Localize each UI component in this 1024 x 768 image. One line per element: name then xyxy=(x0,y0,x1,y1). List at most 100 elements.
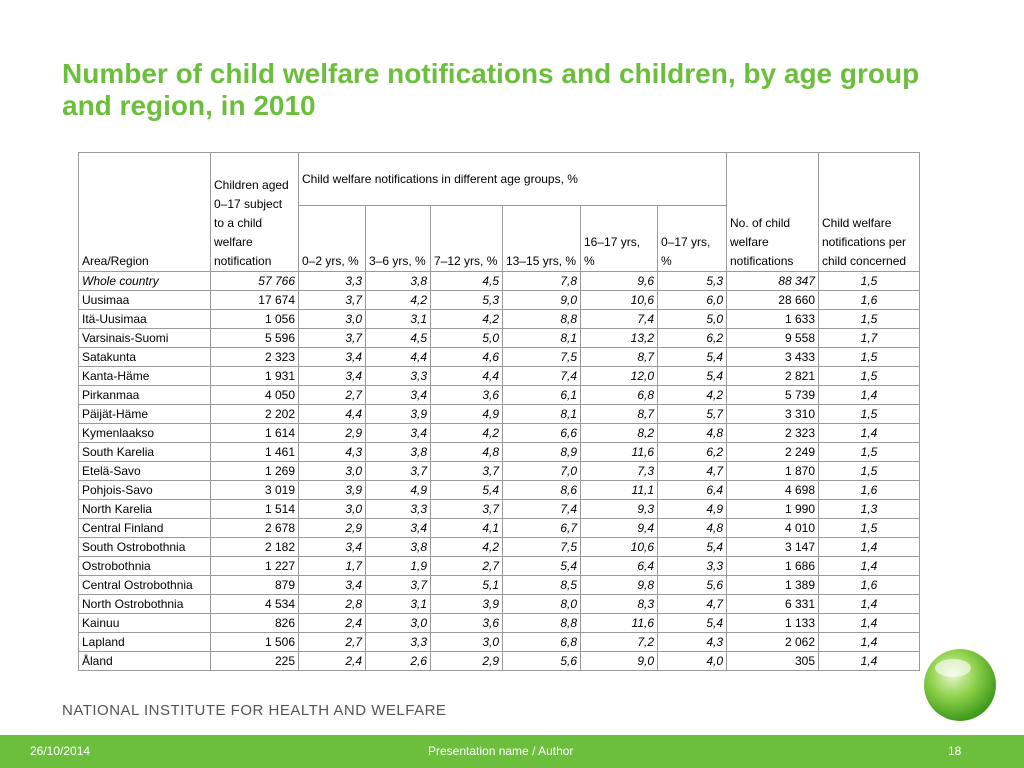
table-cell: 1,5 xyxy=(818,404,920,424)
table-cell: 9,0 xyxy=(502,290,581,310)
table-cell: 3,7 xyxy=(430,461,503,481)
table-cell: Whole country xyxy=(78,271,211,291)
table-cell: 3,4 xyxy=(298,537,366,557)
table-cell: 5,7 xyxy=(657,404,727,424)
table-row: Ostrobothnia 1 227 1,7 1,9 2,7 5,4 6,4 3,3 1 686… xyxy=(78,556,920,576)
table-cell: 4,2 xyxy=(430,309,503,329)
data-table: Area/Region Children aged 0–17 subject t… xyxy=(78,152,920,671)
table-cell: 28 660 xyxy=(726,290,819,310)
table-cell: 3,4 xyxy=(365,423,431,443)
footer-date: 26/10/2014 xyxy=(30,744,91,758)
table-cell: 3,9 xyxy=(298,480,366,500)
table-cell: 2,9 xyxy=(298,518,366,538)
table-cell: 12,0 xyxy=(580,366,658,386)
table-row: Päijät-Häme 2 202 4,4 3,9 4,9 8,1 8,7 5,7 3 310 1… xyxy=(78,404,920,424)
table-cell: 3,0 xyxy=(298,461,366,481)
table-cell: 1 990 xyxy=(726,499,819,519)
table-cell: 1,6 xyxy=(818,480,920,500)
table-cell: Satakunta xyxy=(78,347,211,367)
table-row: Lapland 1 506 2,7 3,3 3,0 6,8 7,2 4,3 2 062 1,4 xyxy=(78,632,920,652)
table-row: Åland 225 2,4 2,6 2,9 5,6 9,0 4,0 305 1,4 xyxy=(78,651,920,671)
table-cell: 6,0 xyxy=(657,290,727,310)
table-cell: 1,7 xyxy=(818,328,920,348)
table-row: Varsinais-Suomi 5 596 3,7 4,5 5,0 8,1 13,2 6,2 9… xyxy=(78,328,920,348)
table-cell: 4,6 xyxy=(430,347,503,367)
table-cell: 5,4 xyxy=(502,556,581,576)
table-cell: 3 310 xyxy=(726,404,819,424)
table-cell: 10,6 xyxy=(580,537,658,557)
header-cell: Child welfare notifications per child co… xyxy=(818,152,920,272)
table-cell: 5,4 xyxy=(657,347,727,367)
table-row: Pohjois-Savo 3 019 3,9 4,9 5,4 8,6 11,1 6,4 4 69… xyxy=(78,480,920,500)
table-cell: 3 433 xyxy=(726,347,819,367)
table-cell: Central Ostrobothnia xyxy=(78,575,211,595)
table-cell: 1,4 xyxy=(818,537,920,557)
table-cell: Kainuu xyxy=(78,613,211,633)
table-cell: 305 xyxy=(726,651,819,671)
table-cell: 4,5 xyxy=(430,271,503,291)
table-cell: 3,4 xyxy=(298,575,366,595)
table-cell: 4 698 xyxy=(726,480,819,500)
table-cell: 2 323 xyxy=(210,347,299,367)
table-cell: 5,4 xyxy=(657,366,727,386)
table-cell: 2,4 xyxy=(298,613,366,633)
table-cell: Pirkanmaa xyxy=(78,385,211,405)
table-row: Kainuu 826 2,4 3,0 3,6 8,8 11,6 5,4 1 133 1,4 xyxy=(78,613,920,633)
table-cell: Etelä-Savo xyxy=(78,461,211,481)
table-cell: 8,9 xyxy=(502,442,581,462)
table-cell: 4,0 xyxy=(657,651,727,671)
table-cell: 1,9 xyxy=(365,556,431,576)
table-cell: Pohjois-Savo xyxy=(78,480,211,500)
table-cell: 3,3 xyxy=(298,271,366,291)
table-cell: Itä-Uusimaa xyxy=(78,309,211,329)
table-cell: 1,4 xyxy=(818,594,920,614)
table-cell: 3,3 xyxy=(365,499,431,519)
table-cell: 1 870 xyxy=(726,461,819,481)
table-cell: 6,2 xyxy=(657,442,727,462)
table-cell: 1,5 xyxy=(818,271,920,291)
table-cell: 2,7 xyxy=(298,632,366,652)
table-cell: 2 202 xyxy=(210,404,299,424)
table-cell: 3,4 xyxy=(298,347,366,367)
table-cell: 9,0 xyxy=(580,651,658,671)
header-cell: 13–15 yrs, % xyxy=(502,205,581,272)
table-cell: North Karelia xyxy=(78,499,211,519)
table-cell: 6,7 xyxy=(502,518,581,538)
table-cell: 5 739 xyxy=(726,385,819,405)
table-row: Itä-Uusimaa 1 056 3,0 3,1 4,2 8,8 7,4 5,0 1 633 1… xyxy=(78,309,920,329)
table-cell: 1 633 xyxy=(726,309,819,329)
header-cell: No. of child welfare notifications xyxy=(726,152,819,272)
table-cell: 17 674 xyxy=(210,290,299,310)
table-cell: 4,3 xyxy=(657,632,727,652)
table-cell: 3,8 xyxy=(365,271,431,291)
table-cell: 8,2 xyxy=(580,423,658,443)
table-row: South Karelia 1 461 4,3 3,8 4,8 8,9 11,6 6,2 2 2… xyxy=(78,442,920,462)
table-cell: 3,0 xyxy=(430,632,503,652)
table-cell: 5,6 xyxy=(657,575,727,595)
header-cell: 0–17 yrs, % xyxy=(657,205,727,272)
table-cell: 88 347 xyxy=(726,271,819,291)
table-cell: 6,8 xyxy=(502,632,581,652)
table-cell: 5,1 xyxy=(430,575,503,595)
table-cell: 4,4 xyxy=(298,404,366,424)
table-cell: 826 xyxy=(210,613,299,633)
table-cell: 1,5 xyxy=(818,461,920,481)
table-cell: 6,4 xyxy=(580,556,658,576)
header-cell: 16–17 yrs, % xyxy=(580,205,658,272)
table-cell: 8,3 xyxy=(580,594,658,614)
table-cell: Ostrobothnia xyxy=(78,556,211,576)
slide-title: Number of child welfare notifications an… xyxy=(62,58,920,121)
table-cell: 2 249 xyxy=(726,442,819,462)
table-cell: 8,0 xyxy=(502,594,581,614)
table-cell: 11,6 xyxy=(580,442,658,462)
table-cell: 4,1 xyxy=(430,518,503,538)
table-cell: 4,5 xyxy=(365,328,431,348)
table-cell: 9,3 xyxy=(580,499,658,519)
table-cell: 879 xyxy=(210,575,299,595)
table-cell: 1 514 xyxy=(210,499,299,519)
table-cell: 1,5 xyxy=(818,347,920,367)
table-cell: 4 534 xyxy=(210,594,299,614)
table-row: South Ostrobothnia 2 182 3,4 3,8 4,2 7,5 10,6 5… xyxy=(78,537,920,557)
table-cell: 1 389 xyxy=(726,575,819,595)
